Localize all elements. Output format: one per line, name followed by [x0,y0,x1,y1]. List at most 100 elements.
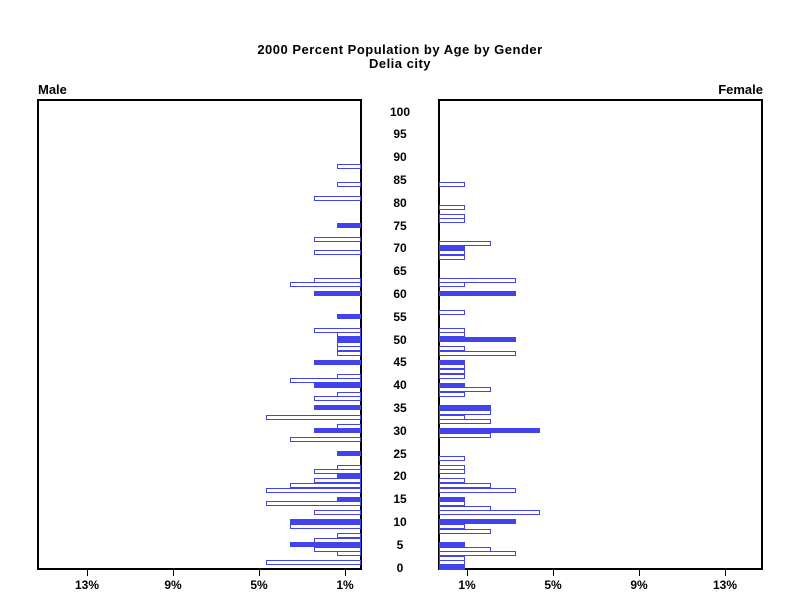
male-bar-age-72 [314,236,361,242]
age-tick-label-45: 45 [393,355,407,370]
male-bar-age-5 [290,542,361,548]
male-pct-tick-label-13: 13% [74,578,100,592]
female-bar-age-45 [439,359,465,365]
female-pct-tick-1 [467,570,468,576]
age-tick-label-10: 10 [393,514,407,529]
female-bar-age-60 [439,291,516,297]
age-tick-label-60: 60 [393,286,407,301]
female-bar-age-76 [439,218,465,224]
male-bar-age-63 [314,277,361,283]
female-bar-age-70 [439,245,465,251]
male-bar-age-10 [290,519,361,525]
male-bar-age-20 [337,473,361,479]
male-bar-age-14 [266,501,361,507]
male-bar-age-40 [314,382,361,388]
female-bar-age-51 [439,332,465,338]
male-bar-age-45 [314,359,361,365]
male-bar-age-17 [266,487,361,493]
female-axis-label: Female [718,82,763,97]
male-bar-age-21 [314,469,361,475]
male-bar-age-30 [314,428,361,434]
male-bar-age-15 [337,496,361,502]
male-bar-age-55 [337,314,361,320]
age-tick-label-50: 50 [393,332,407,347]
age-tick-label-5: 5 [396,537,404,552]
female-panel [438,99,763,570]
female-pct-tick-label-5: 5% [544,578,562,592]
male-bar-age-9 [290,524,361,529]
age-tick-label-15: 15 [393,492,407,507]
age-tick-label-40: 40 [393,378,407,393]
age-tick-label-65: 65 [393,264,407,279]
male-bar-age-50 [337,337,361,342]
male-bar-age-1 [266,560,361,566]
male-bar-age-48 [337,346,361,352]
age-tick-label-100: 100 [389,104,411,119]
female-bar-age-38 [439,391,465,397]
male-bar-age-28 [290,437,361,443]
male-bar-age-75 [337,223,361,228]
age-tick-label-25: 25 [393,446,407,461]
female-pct-tick-label-9: 9% [630,578,648,592]
age-tick-label-85: 85 [393,172,407,187]
male-bar-age-35 [314,405,361,411]
male-bar-age-88 [337,163,361,169]
female-bar-age-24 [439,455,465,461]
male-bar-age-25 [337,451,361,456]
female-bar-age-34 [439,410,491,415]
male-bar-age-62 [290,282,361,288]
male-pct-tick-13 [87,570,88,576]
female-bar-age-21 [439,469,465,475]
female-bar-age-56 [439,309,465,315]
female-bar-age-13 [439,505,491,511]
age-tick-label-0: 0 [396,560,404,575]
age-tick-label-90: 90 [393,150,407,165]
female-bar-age-79 [439,204,465,210]
female-bar-age-42 [439,373,465,379]
female-bar-age-39 [439,387,491,393]
male-bar-age-38 [337,391,361,397]
male-pct-tick-9 [173,570,174,576]
female-bar-age-5 [439,542,465,548]
male-bar-age-47 [337,350,361,356]
female-bar-age-48 [439,346,465,352]
male-bar-age-41 [290,378,361,383]
female-bar-age-33 [439,414,465,420]
chart-subtitle: Delia city [368,56,432,71]
female-bar-age-18 [439,482,491,488]
male-pct-tick-5 [259,570,260,576]
female-pct-tick-label-13: 13% [712,578,738,592]
male-pct-tick-1 [345,570,346,576]
male-bar-age-33 [266,414,361,420]
male-pct-tick-label-5: 5% [250,578,268,592]
male-bar-age-37 [314,396,361,402]
female-bar-age-12 [439,510,540,516]
male-bar-age-60 [314,291,361,297]
male-axis-label: Male [38,82,67,97]
female-bar-age-8 [439,528,491,534]
female-bar-age-71 [439,241,491,247]
female-bar-age-29 [439,432,491,438]
male-bar-age-51 [337,332,361,338]
female-bar-age-43 [439,368,465,374]
age-tick-label-35: 35 [393,400,407,415]
female-bar-age-0 [439,565,465,570]
female-bar-age-1 [439,560,465,566]
female-bar-age-62 [439,282,465,288]
male-bar-age-84 [337,182,361,187]
age-tick-label-70: 70 [393,241,407,256]
female-bar-age-15 [439,496,465,502]
male-bar-age-12 [314,510,361,516]
age-tick-label-20: 20 [393,469,407,484]
female-bar-age-17 [439,487,516,493]
female-bar-age-47 [439,350,516,356]
age-tick-label-75: 75 [393,218,407,233]
male-bar-age-18 [290,482,361,488]
female-bar-age-68 [439,254,465,260]
female-bar-age-40 [439,382,465,388]
female-pct-tick-5 [553,570,554,576]
male-panel [37,99,362,570]
female-pct-tick-label-1: 1% [458,578,476,592]
chart-title: 2000 Percent Population by Age by Gender [257,42,543,57]
